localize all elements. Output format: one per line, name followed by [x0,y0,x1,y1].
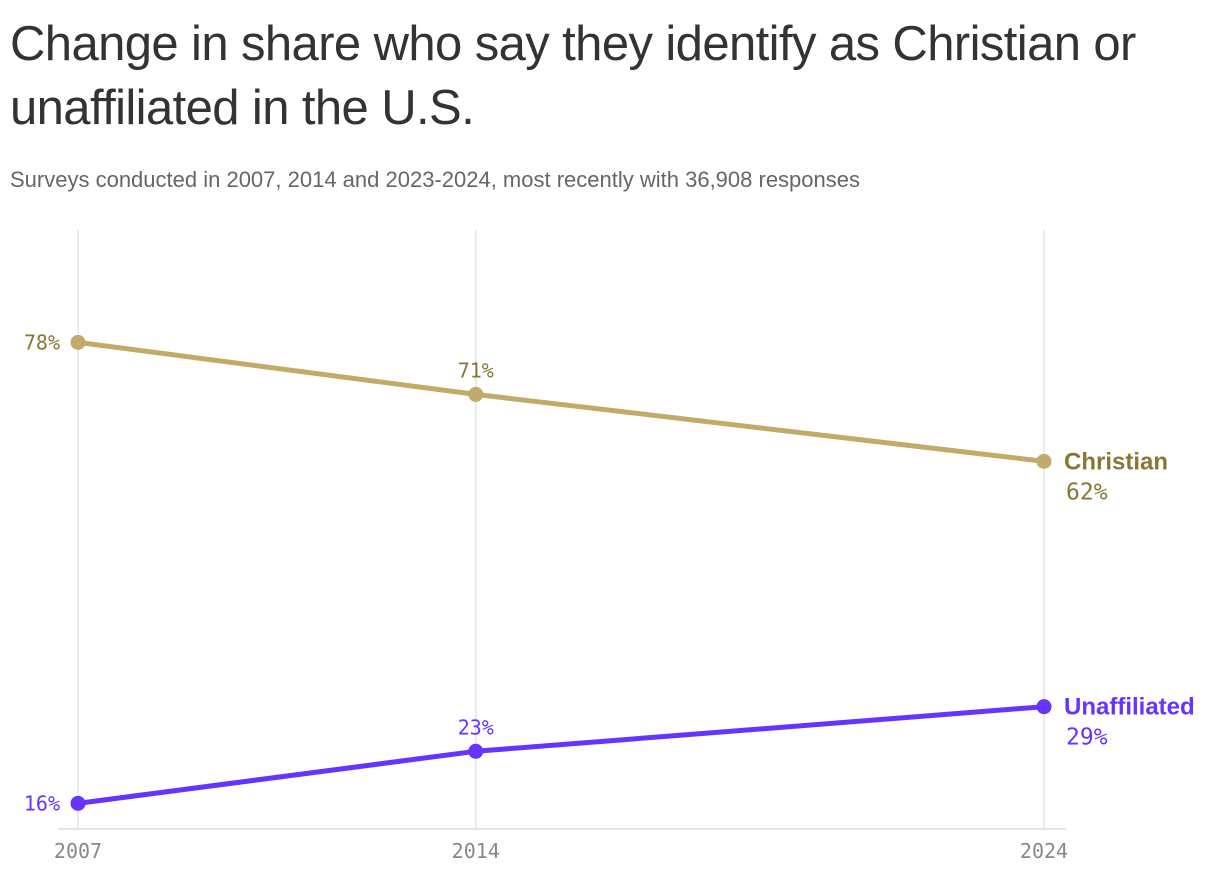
x-tick-label-2024: 2024 [1020,839,1068,863]
chart-subtitle: Surveys conducted in 2007, 2014 and 2023… [10,167,860,192]
series-lines [75,339,1047,806]
data-labels: 78% 71% 16% 23% [24,330,494,815]
christian-label-2014: 71% [458,358,494,382]
unaffiliated-point-2007 [70,795,86,811]
x-tick-label-2007: 2007 [54,839,102,863]
series-end-labels: Christian 62% Unaffiliated 29% [1064,448,1195,750]
christian-series-name: Christian [1064,448,1168,475]
unaffiliated-label-2014: 23% [458,715,494,739]
x-tick-label-2014: 2014 [452,839,500,863]
unaffiliated-line [75,704,1047,806]
unaffiliated-point-2024 [1036,699,1052,715]
unaffiliated-point-2014 [468,743,484,759]
christian-line [75,339,1047,464]
unaffiliated-label-2024: 29% [1066,725,1108,751]
gridlines [77,230,1045,829]
unaffiliated-series-name: Unaffiliated [1064,694,1195,721]
christian-label-2024: 62% [1066,479,1108,505]
christian-label-2007: 78% [24,330,60,354]
chart-title: Change in share who say they identify as… [10,17,1136,135]
series-points [70,334,1052,811]
unaffiliated-label-2007: 16% [24,791,60,815]
christian-point-2007 [70,334,86,350]
x-tick-labels: 2007 2014 2024 [54,839,1068,863]
christian-point-2014 [468,386,484,402]
christian-point-2024 [1036,453,1052,469]
